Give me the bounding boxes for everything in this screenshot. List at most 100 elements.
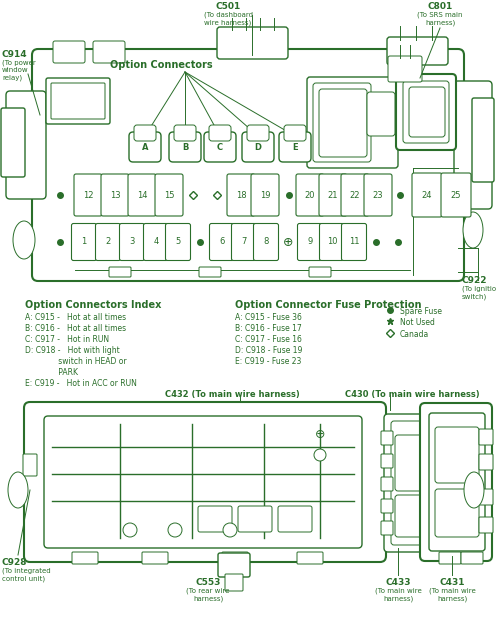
FancyBboxPatch shape (307, 77, 398, 168)
FancyBboxPatch shape (155, 174, 183, 216)
Text: (To SRS main
harness): (To SRS main harness) (417, 12, 463, 26)
Text: C553: C553 (195, 578, 221, 587)
Text: 19: 19 (260, 190, 270, 200)
Text: A: A (142, 144, 148, 152)
Ellipse shape (13, 221, 35, 259)
FancyBboxPatch shape (218, 553, 250, 577)
Text: 6: 6 (219, 238, 225, 246)
FancyBboxPatch shape (134, 125, 156, 141)
Text: Spare Fuse: Spare Fuse (400, 307, 442, 316)
FancyBboxPatch shape (44, 416, 362, 548)
FancyBboxPatch shape (169, 132, 201, 162)
Text: C: C (217, 144, 223, 152)
FancyBboxPatch shape (128, 174, 156, 216)
Text: PARK: PARK (25, 368, 78, 377)
Text: 11: 11 (349, 238, 359, 246)
Text: (To main wire
harness): (To main wire harness) (429, 588, 475, 602)
Text: 7: 7 (242, 238, 247, 246)
FancyBboxPatch shape (225, 574, 243, 591)
Text: 9: 9 (308, 238, 312, 246)
Circle shape (314, 449, 326, 461)
Text: Option Connectors Index: Option Connectors Index (25, 300, 161, 310)
Text: 14: 14 (137, 190, 147, 200)
Text: C433: C433 (385, 578, 411, 587)
Text: A: C915 -   Hot at all times: A: C915 - Hot at all times (25, 313, 126, 322)
FancyBboxPatch shape (227, 174, 255, 216)
FancyBboxPatch shape (341, 174, 369, 216)
FancyBboxPatch shape (199, 267, 221, 277)
Text: E: C919 -   Hot in ACC or RUN: E: C919 - Hot in ACC or RUN (25, 379, 137, 388)
FancyBboxPatch shape (396, 74, 456, 150)
FancyBboxPatch shape (412, 173, 442, 217)
FancyBboxPatch shape (384, 414, 460, 552)
FancyBboxPatch shape (71, 224, 97, 260)
FancyBboxPatch shape (278, 506, 312, 532)
FancyBboxPatch shape (439, 552, 461, 564)
FancyBboxPatch shape (388, 56, 422, 82)
FancyBboxPatch shape (72, 552, 98, 564)
FancyBboxPatch shape (319, 224, 345, 260)
FancyBboxPatch shape (209, 224, 235, 260)
Text: A: C915 - Fuse 36: A: C915 - Fuse 36 (235, 313, 302, 322)
Text: (To main wire
harness): (To main wire harness) (374, 588, 422, 602)
FancyBboxPatch shape (143, 224, 169, 260)
FancyBboxPatch shape (53, 41, 85, 63)
Text: (To power
window
relay): (To power window relay) (2, 60, 36, 81)
Text: C: C917 - Fuse 16: C: C917 - Fuse 16 (235, 335, 302, 344)
Text: C928: C928 (2, 558, 27, 567)
FancyBboxPatch shape (242, 132, 274, 162)
FancyBboxPatch shape (247, 125, 269, 141)
Text: 25: 25 (451, 190, 461, 200)
FancyBboxPatch shape (342, 224, 367, 260)
Text: E: C919 - Fuse 23: E: C919 - Fuse 23 (235, 357, 302, 366)
Text: D: C918 -   Hot with light: D: C918 - Hot with light (25, 346, 120, 355)
Text: 8: 8 (263, 238, 269, 246)
FancyBboxPatch shape (387, 37, 448, 65)
FancyBboxPatch shape (472, 98, 494, 182)
FancyBboxPatch shape (479, 454, 493, 470)
Text: C432 (To main wire harness): C432 (To main wire harness) (165, 390, 300, 399)
FancyBboxPatch shape (209, 125, 231, 141)
FancyBboxPatch shape (479, 517, 493, 533)
Text: 5: 5 (176, 238, 181, 246)
FancyBboxPatch shape (479, 489, 493, 505)
Circle shape (223, 523, 237, 537)
Text: C801: C801 (428, 2, 453, 11)
FancyBboxPatch shape (403, 81, 449, 143)
Text: 24: 24 (422, 190, 432, 200)
Text: C: C917 -   Hot in RUN: C: C917 - Hot in RUN (25, 335, 109, 344)
FancyBboxPatch shape (381, 477, 393, 491)
Circle shape (123, 523, 137, 537)
FancyBboxPatch shape (297, 552, 323, 564)
FancyBboxPatch shape (381, 431, 393, 445)
Text: (To rear wire
harness): (To rear wire harness) (186, 588, 230, 602)
FancyBboxPatch shape (129, 132, 161, 162)
FancyBboxPatch shape (420, 403, 492, 561)
FancyBboxPatch shape (479, 429, 493, 445)
FancyBboxPatch shape (319, 89, 367, 157)
Text: 18: 18 (236, 190, 247, 200)
FancyBboxPatch shape (46, 78, 110, 124)
FancyBboxPatch shape (198, 506, 232, 532)
FancyBboxPatch shape (32, 49, 464, 281)
Text: Not Used: Not Used (400, 318, 435, 327)
FancyBboxPatch shape (319, 174, 347, 216)
Text: B: C916 - Fuse 17: B: C916 - Fuse 17 (235, 324, 302, 333)
FancyBboxPatch shape (120, 224, 144, 260)
Text: 12: 12 (83, 190, 93, 200)
Text: D: C918 - Fuse 19: D: C918 - Fuse 19 (235, 346, 303, 355)
Text: 22: 22 (350, 190, 360, 200)
FancyBboxPatch shape (429, 413, 485, 551)
FancyBboxPatch shape (174, 125, 196, 141)
FancyBboxPatch shape (367, 92, 395, 136)
Text: ⊕: ⊕ (315, 428, 325, 442)
Text: C914: C914 (2, 50, 28, 59)
FancyBboxPatch shape (454, 81, 492, 209)
FancyBboxPatch shape (166, 224, 190, 260)
FancyBboxPatch shape (232, 224, 256, 260)
Text: B: B (182, 144, 188, 152)
FancyBboxPatch shape (309, 267, 331, 277)
FancyBboxPatch shape (1, 108, 25, 177)
FancyBboxPatch shape (364, 174, 392, 216)
Text: C501: C501 (215, 2, 241, 11)
